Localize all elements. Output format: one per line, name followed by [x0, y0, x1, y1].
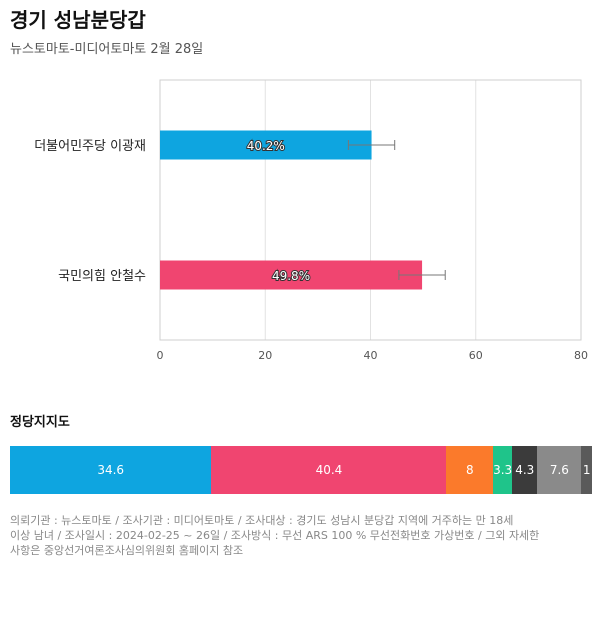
- page-title: 경기 성남분당갑: [10, 8, 146, 32]
- x-tick-label: 60: [469, 349, 483, 362]
- party-segment: 1: [581, 446, 592, 494]
- footer-line: 의뢰기관 : 뉴스토마토 / 조사기관 : 미디어토마토 / 조사대상 : 경기…: [10, 514, 514, 527]
- category-label: 국민의힘 안철수: [58, 269, 146, 284]
- party-support-bar: 34.6 40.4 8 3.3 4.3 7.6 1: [10, 446, 592, 494]
- party-segment: 7.6: [537, 446, 582, 494]
- bar-value-label: 49.8%: [272, 269, 310, 283]
- candidate-bar-chart: 0 20 40 60 80 더불어민주당 이광재 40.2% 국민의힘 안철수 49.8%: [34, 79, 588, 362]
- bar: [160, 260, 423, 290]
- party-segment: 40.4: [211, 446, 447, 494]
- party-support-title: 정당지지도: [10, 415, 70, 430]
- x-tick-label: 0: [157, 349, 164, 362]
- footer-notes: 의뢰기관 : 뉴스토마토 / 조사기관 : 미디어토마토 / 조사대상 : 경기…: [10, 513, 595, 558]
- party-segment: 8: [446, 446, 494, 494]
- party-segment: 34.6: [10, 446, 212, 494]
- category-label: 더불어민주당 이광재: [34, 139, 146, 154]
- page-subtitle: 뉴스토마토-미디어토마토 2월 28일: [10, 42, 204, 57]
- bar: [160, 130, 372, 160]
- party-segment: 3.3: [493, 446, 513, 494]
- footer-line: 사항은 중앙선거여론조사심의위원회 홈페이지 참조: [10, 544, 244, 557]
- x-tick-label: 80: [574, 349, 588, 362]
- x-tick-label: 20: [258, 349, 272, 362]
- footer-line: 이상 남녀 / 조사일시 : 2024-02-25 ~ 26일 / 조사방식 :…: [10, 529, 540, 542]
- bar-value-label: 40.2%: [247, 139, 285, 153]
- x-tick-label: 40: [364, 349, 378, 362]
- plot-frame: [159, 79, 582, 341]
- party-segment: 4.3: [512, 446, 538, 494]
